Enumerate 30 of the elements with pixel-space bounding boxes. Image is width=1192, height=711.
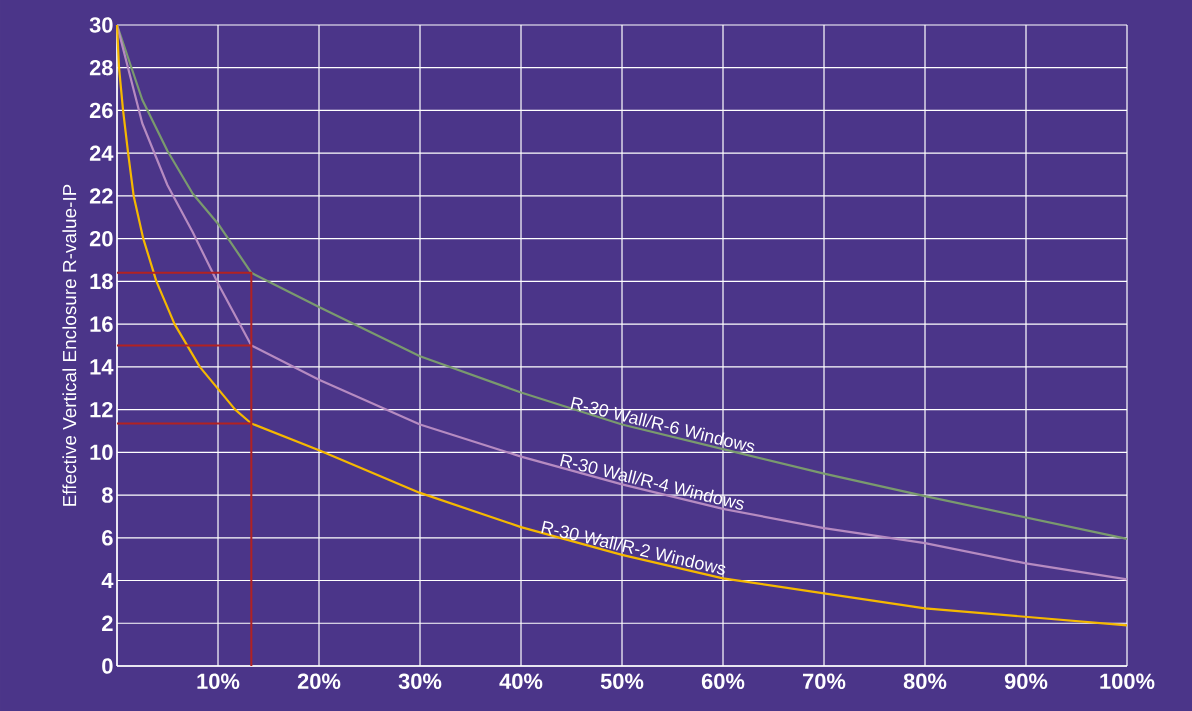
y-tick-label: 22 <box>89 188 113 204</box>
x-tick-label: 10% <box>197 673 240 690</box>
x-tick-label: 80% <box>903 673 947 690</box>
x-tick-label: 50% <box>600 673 644 690</box>
text: R-30 Wall/R-4 Windows <box>560 453 744 510</box>
y-tick-label: 10 <box>90 444 113 461</box>
x-tick-label: 90% <box>1004 673 1048 690</box>
y-tick-label: 26 <box>89 102 113 119</box>
y-axis-title: Effective Vertical Enclosure R-value-IP <box>62 184 77 506</box>
y-tick-label: 28 <box>89 59 113 76</box>
y-tick-label: 14 <box>90 359 114 375</box>
x-tick-label: 20% <box>297 673 341 690</box>
x-tick-label: 40% <box>499 673 543 690</box>
y-tick-label: 6 <box>102 530 113 546</box>
y-tick-label: 24 <box>89 145 114 161</box>
y-tick-label: 18 <box>90 273 113 290</box>
text: R-30 Wall/R-2 Windows <box>541 520 726 575</box>
text: R-30 Wall/R-6 Windows <box>570 396 755 453</box>
x-tick-label: 60% <box>701 673 745 690</box>
x-tick-label: 100% <box>1100 673 1155 690</box>
y-tick-label: 2 <box>102 615 113 631</box>
y-tick-label: 20 <box>89 230 113 247</box>
y-tick-label: 12 <box>90 401 113 418</box>
y-tick-label: 30 <box>89 17 113 33</box>
y-tick-label: 4 <box>101 572 114 589</box>
y-tick-label: 0 <box>102 658 113 674</box>
y-tick-label: 16 <box>90 316 113 332</box>
x-tick-label: 70% <box>803 673 846 690</box>
y-tick-label: 8 <box>102 487 113 503</box>
x-tick-label: 30% <box>398 673 442 690</box>
